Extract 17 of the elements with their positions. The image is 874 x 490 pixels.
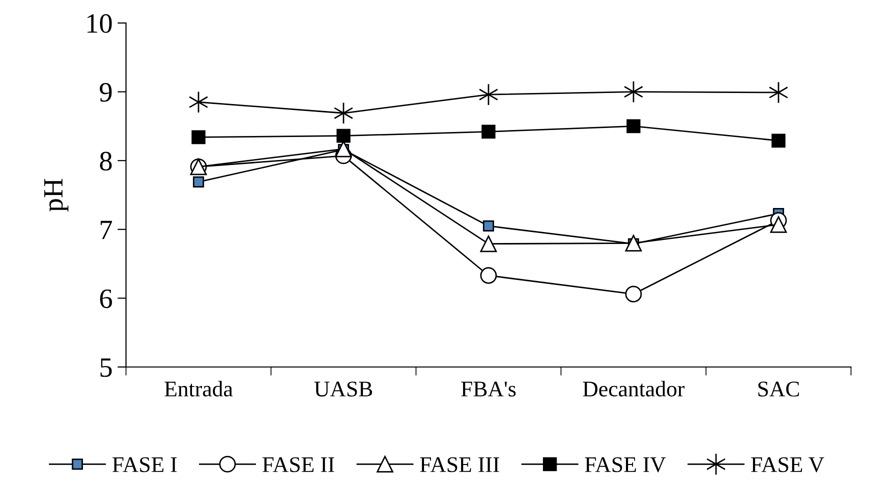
legend-label: FASE II <box>262 457 334 472</box>
y-tick-label: 6 <box>100 289 112 308</box>
y-tick-label: 9 <box>100 83 112 102</box>
x-tick-label: UASB <box>314 382 372 397</box>
y-tick-label: 10 <box>87 14 112 33</box>
x-tick-label: Decantador <box>582 380 685 397</box>
x-tick-label: SAC <box>758 382 799 397</box>
legend-label: FASE I <box>112 457 177 472</box>
legend-label: FASE V <box>751 457 824 472</box>
y-axis-title: pH <box>44 178 68 212</box>
x-tick-label: FBA's <box>461 382 516 397</box>
legend-label: FASE III <box>420 457 500 472</box>
x-tick-label: Entrada <box>164 380 233 397</box>
y-tick-label: 7 <box>100 220 112 240</box>
legend-label: FASE IV <box>584 457 666 472</box>
y-tick-label: 8 <box>100 152 112 171</box>
y-tick-label: 5 <box>100 358 112 377</box>
